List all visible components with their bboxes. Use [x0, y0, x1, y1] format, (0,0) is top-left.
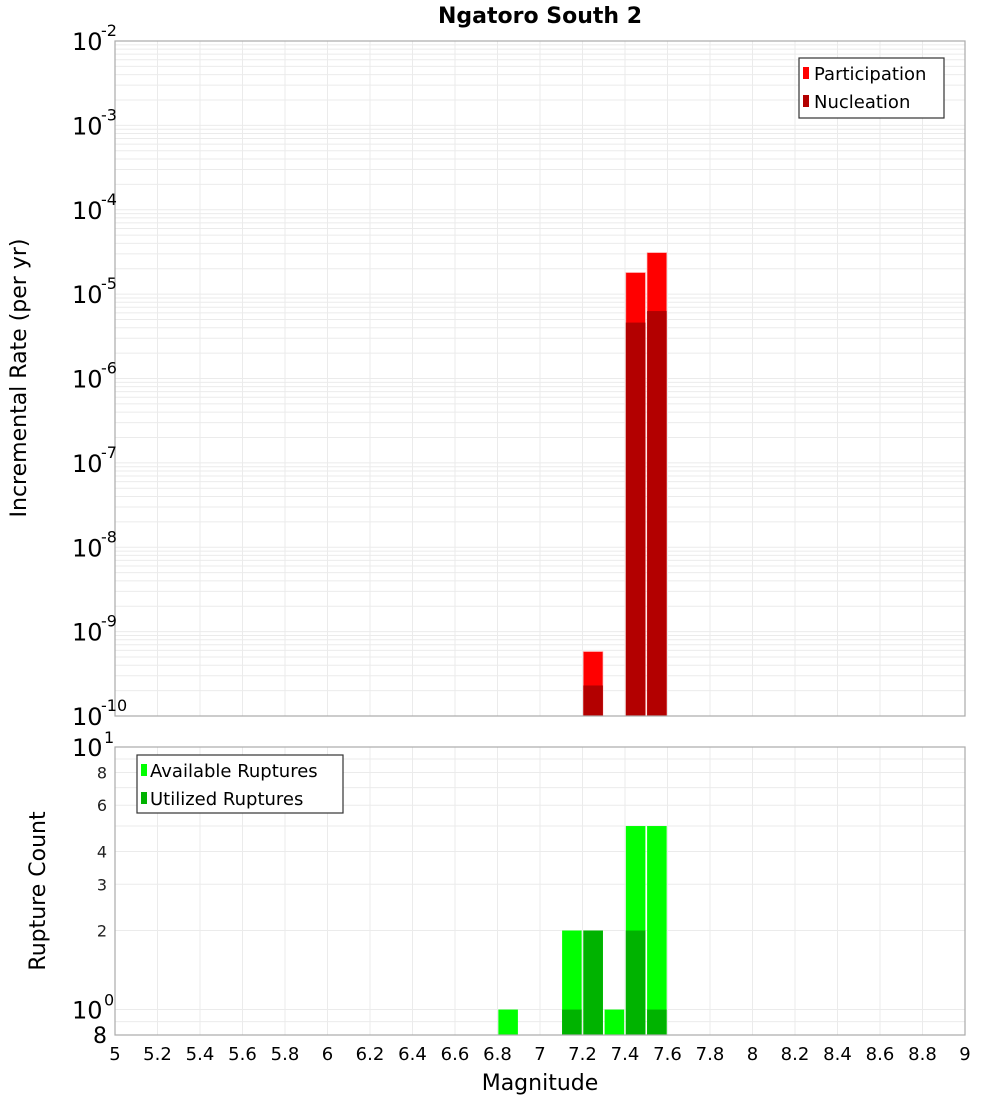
x-tick-label: 7.8	[696, 1044, 725, 1065]
top-plot-gridlines	[115, 41, 965, 717]
svg-text:0: 0	[104, 991, 114, 1010]
legend-label-nucleation: Nucleation	[814, 92, 910, 113]
svg-text:-8: -8	[101, 527, 117, 546]
bar-utilized-ruptures	[562, 1009, 582, 1035]
y-tick-label: 10-6	[72, 359, 117, 394]
top-plot-bars	[583, 252, 667, 717]
svg-text:10: 10	[72, 197, 103, 225]
x-tick-label: 5.4	[186, 1044, 215, 1065]
svg-text:-10: -10	[101, 696, 127, 715]
x-tick-label: 8.4	[823, 1044, 852, 1065]
bottom-legend: Available Ruptures Utilized Ruptures	[136, 754, 344, 814]
x-tick-label: 5.8	[271, 1044, 300, 1065]
x-tick-label: 8	[747, 1044, 758, 1065]
bar-available-ruptures	[604, 1009, 625, 1035]
x-tick-label: 7.2	[568, 1044, 597, 1065]
x-axis-ticks: 5 5.2 5.4 5.6 5.8 6 6.2 6.4 6.6 6.8 7 7.2 7.4 7.6 7.8 8…	[109, 1044, 970, 1065]
y-tick-label: 4	[97, 842, 107, 861]
y-tick-label: 10 1	[72, 728, 114, 762]
svg-text:10: 10	[72, 734, 103, 762]
x-tick-label: 5.2	[143, 1044, 172, 1065]
x-tick-label: 5.6	[228, 1044, 257, 1065]
bar-nucleation	[647, 311, 667, 716]
bar-available-ruptures	[498, 1009, 518, 1035]
y-tick-label: 10-3	[72, 105, 117, 140]
top-plot: 10-210-310-410-510-610-710-810-910-10 In…	[7, 21, 966, 731]
y-tick-label: 10-5	[72, 274, 117, 309]
svg-text:10: 10	[72, 619, 103, 647]
bar-nucleation	[625, 322, 646, 716]
svg-text:10: 10	[72, 997, 103, 1025]
top-y-axis-label: Incremental Rate (per yr)	[7, 239, 32, 518]
svg-text:1: 1	[104, 728, 114, 747]
y-tick-label: 2	[97, 922, 107, 941]
svg-text:10: 10	[72, 450, 103, 478]
x-tick-label: 7	[534, 1044, 545, 1065]
legend-swatch-available	[141, 764, 147, 776]
bottom-plot-bars	[498, 826, 667, 1035]
y-tick-label: 6	[97, 796, 107, 815]
svg-text:10: 10	[72, 703, 103, 731]
y-tick-label-bottom: 8	[93, 1024, 107, 1049]
legend-swatch-participation	[803, 67, 809, 79]
x-tick-label: 6.6	[441, 1044, 470, 1065]
svg-text:-6: -6	[101, 359, 117, 378]
legend-label-utilized: Utilized Ruptures	[150, 789, 303, 810]
legend-swatch-utilized	[141, 792, 147, 804]
x-tick-label: 7.4	[611, 1044, 640, 1065]
bottom-plot-frame	[114, 746, 966, 1036]
y-tick-label: 10-4	[72, 190, 117, 225]
svg-text:10: 10	[72, 366, 103, 394]
x-tick-label: 5	[109, 1044, 120, 1065]
y-tick-label: 10-8	[72, 527, 117, 562]
bottom-legend-box	[136, 754, 344, 814]
y-tick-label: 10-9	[72, 612, 117, 647]
svg-text:-2: -2	[101, 21, 117, 40]
x-tick-label: 6.8	[483, 1044, 512, 1065]
y-tick-label: 10 0	[72, 991, 114, 1025]
x-tick-label: 6.2	[356, 1044, 385, 1065]
top-plot-y-ticks: 10-210-310-410-510-610-710-810-910-10	[72, 21, 127, 731]
bar-utilized-ruptures	[647, 1009, 667, 1035]
x-axis-label: Magnitude	[482, 1071, 599, 1096]
x-tick-label: 6.4	[398, 1044, 427, 1065]
bar-nucleation	[583, 685, 603, 716]
x-tick-label: 8.2	[781, 1044, 810, 1065]
top-plot-frame	[114, 40, 966, 717]
legend-swatch-nucleation	[803, 95, 809, 107]
y-tick-label: 3	[97, 875, 107, 894]
bar-available-ruptures	[562, 930, 582, 1035]
y-tick-label: 8	[97, 763, 107, 782]
bar-utilized-ruptures	[583, 930, 603, 1035]
svg-text:-5: -5	[101, 274, 117, 293]
svg-text:-4: -4	[101, 190, 117, 209]
x-tick-label: 7.6	[653, 1044, 682, 1065]
x-tick-label: 8.8	[908, 1044, 937, 1065]
y-tick-label: 10-7	[72, 443, 117, 478]
legend-label-participation: Participation	[814, 64, 926, 85]
x-tick-label: 9	[959, 1044, 970, 1065]
svg-text:-7: -7	[101, 443, 117, 462]
bottom-y-axis-label: Rupture Count	[26, 811, 51, 971]
svg-text:10: 10	[72, 281, 103, 309]
svg-text:-9: -9	[101, 612, 117, 631]
legend-label-available: Available Ruptures	[150, 761, 318, 782]
top-legend: Participation Nucleation	[798, 57, 945, 119]
svg-text:-3: -3	[101, 105, 117, 124]
svg-text:10: 10	[72, 28, 103, 56]
bar-available-ruptures	[647, 826, 667, 1035]
bar-utilized-ruptures	[625, 930, 646, 1035]
x-tick-label: 6	[322, 1044, 333, 1065]
chart-title: Ngatoro South 2	[438, 4, 642, 29]
top-legend-box	[798, 57, 945, 119]
y-tick-label: 10-10	[72, 696, 127, 731]
x-tick-label: 8.6	[866, 1044, 895, 1065]
svg-text:10: 10	[72, 534, 103, 562]
svg-text:10: 10	[72, 112, 103, 140]
y-tick-label: 10-2	[72, 21, 117, 56]
